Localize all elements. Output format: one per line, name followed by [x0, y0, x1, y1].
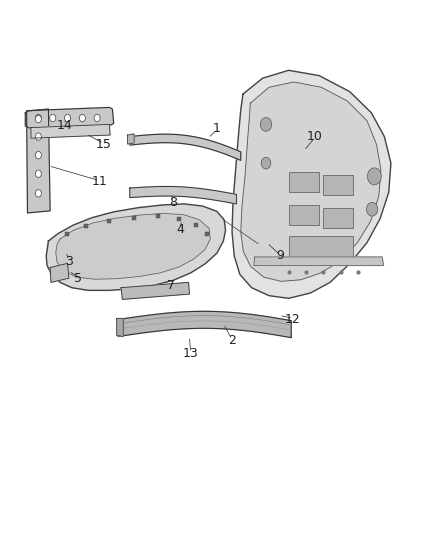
- Text: 2: 2: [228, 334, 236, 347]
- Text: 8: 8: [170, 196, 177, 209]
- Polygon shape: [27, 109, 50, 213]
- Polygon shape: [121, 282, 189, 300]
- Polygon shape: [31, 124, 110, 138]
- Text: 7: 7: [167, 279, 175, 292]
- Polygon shape: [46, 204, 226, 290]
- Bar: [289, 236, 353, 261]
- Circle shape: [35, 151, 42, 159]
- Polygon shape: [130, 134, 241, 160]
- Text: 9: 9: [276, 249, 284, 262]
- Text: 5: 5: [74, 272, 81, 285]
- Circle shape: [79, 114, 85, 122]
- Bar: [323, 175, 353, 195]
- Text: 4: 4: [176, 223, 184, 236]
- Circle shape: [94, 114, 100, 122]
- Circle shape: [35, 170, 42, 177]
- Circle shape: [367, 168, 381, 185]
- Circle shape: [64, 114, 71, 122]
- Circle shape: [35, 114, 42, 122]
- Text: 11: 11: [92, 175, 107, 188]
- Polygon shape: [50, 263, 69, 282]
- Text: 13: 13: [183, 348, 198, 360]
- Bar: [323, 208, 353, 228]
- Circle shape: [35, 115, 42, 123]
- Polygon shape: [130, 187, 237, 204]
- Circle shape: [49, 114, 56, 122]
- Polygon shape: [56, 214, 210, 279]
- Polygon shape: [254, 257, 384, 265]
- Polygon shape: [232, 70, 391, 298]
- Text: 1: 1: [213, 122, 221, 135]
- Polygon shape: [127, 134, 134, 144]
- Bar: [289, 205, 319, 225]
- Circle shape: [35, 190, 42, 197]
- Polygon shape: [241, 82, 381, 281]
- Circle shape: [261, 157, 271, 169]
- Text: 12: 12: [285, 313, 301, 326]
- Polygon shape: [118, 311, 291, 337]
- Text: 15: 15: [96, 138, 112, 151]
- Polygon shape: [25, 108, 114, 128]
- Text: 14: 14: [57, 119, 72, 133]
- Bar: [289, 172, 319, 192]
- Circle shape: [367, 203, 378, 216]
- Text: 10: 10: [307, 130, 323, 143]
- Text: 3: 3: [65, 255, 73, 268]
- Polygon shape: [117, 318, 123, 336]
- Circle shape: [260, 117, 272, 131]
- Circle shape: [35, 133, 42, 140]
